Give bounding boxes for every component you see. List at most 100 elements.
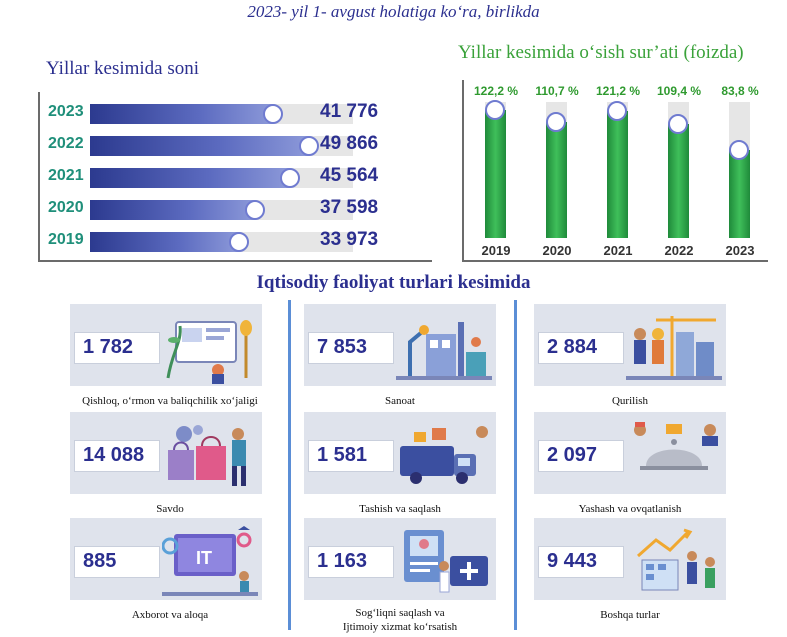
vbar-bar xyxy=(485,110,506,238)
sector-value: 1 782 xyxy=(74,332,160,364)
hospitality-icon xyxy=(634,422,718,470)
vbar-value-label: 109,4 % xyxy=(656,84,702,98)
hbar-track xyxy=(90,200,353,220)
sector-card-agriculture: 1 782 xyxy=(70,304,262,386)
sector-value: 9 443 xyxy=(538,546,624,578)
hbar-row-2023: 2023 41 776 xyxy=(40,100,432,126)
hbar-value-label: 33 973 xyxy=(320,229,379,250)
sector-label: Savdo xyxy=(156,503,184,515)
hbar-year-label: 2021 xyxy=(48,167,84,184)
hbar-knob xyxy=(244,200,265,220)
vbar-column-2019: 122,2 % 2019 xyxy=(466,80,526,262)
sector-label: Sanoat xyxy=(385,395,415,407)
construction-icon xyxy=(626,316,722,380)
hbar-row-2020: 2020 37 598 xyxy=(40,196,432,222)
page-title: 2023- yil 1- avgust holatiga ko‘ra, birl… xyxy=(247,2,540,21)
svg-text:IT: IT xyxy=(196,548,212,568)
vbar-column-2021: 121,2 % 2021 xyxy=(588,80,648,262)
hbar-track xyxy=(90,136,353,156)
sector-label: Boshqa turlar xyxy=(600,609,660,621)
hbar-year-label: 2020 xyxy=(48,199,84,216)
hbar-row-2019: 2019 33 973 xyxy=(40,228,432,254)
hbar-bar xyxy=(90,200,255,220)
hbar-knob xyxy=(279,168,300,188)
left-chart-title: Yillar kesimida soni xyxy=(46,58,200,79)
sector-card-trade: 14 088 xyxy=(70,412,262,494)
vbar-track xyxy=(668,102,689,238)
sector-card-construction: 2 884 xyxy=(534,304,726,386)
hbar-value-label: 41 776 xyxy=(320,101,379,122)
sector-label-line2: Ijtimoiy xizmat ko‘rsatish xyxy=(342,621,458,633)
vbar-year-label: 2023 xyxy=(725,243,755,258)
shopping-icon xyxy=(168,425,246,486)
vbar-bar xyxy=(546,122,567,238)
healthcare-icon xyxy=(404,530,488,593)
sector-label: Tashish va saqlash xyxy=(359,503,441,515)
sector-card-hospitality: 2 097 xyxy=(534,412,726,494)
sector-value: 1 163 xyxy=(308,546,394,578)
hbar-bar xyxy=(90,104,274,124)
hbar-knob xyxy=(228,232,249,252)
hbar-value-label: 37 598 xyxy=(320,197,379,218)
vbar-track xyxy=(729,102,750,238)
transport-icon xyxy=(400,426,488,484)
horizontal-bar-chart: 2023 41 776 2022 49 866 2021 45 564 2020 37 598… xyxy=(38,92,432,262)
vbar-value-label: 122,2 % xyxy=(473,84,519,98)
sector-label: Qishloq, o‘rmon va baliqchilik xo‘jaligi xyxy=(82,395,258,407)
sector-card-industry: 7 853 xyxy=(304,304,496,386)
agriculture-icon xyxy=(166,320,252,384)
vbar-knob xyxy=(546,112,566,133)
hbar-track xyxy=(90,168,353,188)
hbar-bar xyxy=(90,232,239,252)
hbar-row-2022: 2022 49 866 xyxy=(40,132,432,158)
sector-value: 14 088 xyxy=(74,440,160,472)
vbar-value-label: 110,7 % xyxy=(535,84,579,98)
sector-card-transport: 1 581 xyxy=(304,412,496,494)
sectors-title: Iqtisodiy faoliyat turlari kesimida xyxy=(256,272,531,293)
column-divider xyxy=(288,300,291,630)
vbar-year-label: 2020 xyxy=(542,243,572,258)
vbar-bar xyxy=(607,111,628,238)
vbar-bar xyxy=(668,123,689,238)
hbar-track xyxy=(90,232,353,252)
vbar-knob xyxy=(485,100,505,121)
hbar-year-label: 2022 xyxy=(48,135,84,152)
hbar-knob xyxy=(298,136,319,156)
sector-value: 1 581 xyxy=(308,440,394,472)
hbar-track xyxy=(90,104,353,124)
vertical-bar-chart: 122,2 % 2019 110,7 % 2020 121,2 % 2021 109,4 %… xyxy=(462,80,768,262)
sector-card-other: 9 443 xyxy=(534,518,726,600)
sector-label: Axborot va aloqa xyxy=(131,609,209,621)
hbar-bar xyxy=(90,168,290,188)
vbar-track xyxy=(607,101,628,238)
vbar-knob xyxy=(668,113,688,134)
sector-label: Sog‘liqni saqlash va xyxy=(355,607,445,619)
it-icon: IT xyxy=(162,526,258,596)
sector-label: Qurilish xyxy=(611,395,649,407)
vbar-track xyxy=(546,102,567,238)
right-chart-title: Yillar kesimida o‘sish sur’ati (foizda) xyxy=(458,42,744,63)
vbar-bar xyxy=(729,150,750,238)
vbar-year-label: 2021 xyxy=(603,243,633,258)
sector-value: 885 xyxy=(74,546,160,578)
vbar-column-2022: 109,4 % 2022 xyxy=(649,80,709,262)
vbar-track xyxy=(485,100,506,238)
sector-label: Yashash va ovqatlanish xyxy=(578,503,682,515)
vbar-year-label: 2019 xyxy=(481,243,511,258)
vbar-value-label: 83,8 % xyxy=(721,84,759,98)
sector-value: 2 097 xyxy=(538,440,624,472)
other-icon xyxy=(637,528,715,591)
hbar-bar xyxy=(90,136,309,156)
industry-icon xyxy=(396,322,492,380)
sector-value: 2 884 xyxy=(538,332,624,364)
vbar-column-2020: 110,7 % 2020 xyxy=(527,80,587,262)
vbar-column-2023: 83,8 % 2023 xyxy=(710,80,770,262)
hbar-value-label: 49 866 xyxy=(320,133,379,154)
hbar-year-label: 2023 xyxy=(48,103,84,120)
vbar-year-label: 2022 xyxy=(664,243,694,258)
hbar-value-label: 45 564 xyxy=(320,165,379,186)
vbar-knob xyxy=(607,101,627,122)
column-divider xyxy=(514,300,517,630)
sector-value: 7 853 xyxy=(308,332,394,364)
vbar-knob xyxy=(729,140,749,161)
